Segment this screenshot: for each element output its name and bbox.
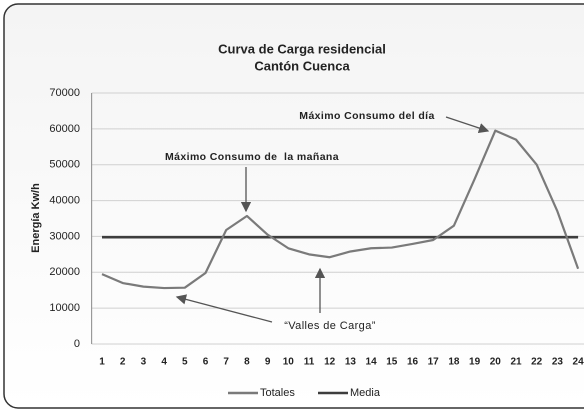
x-tick-label: 18 (448, 357, 460, 368)
chart-title: Cantón Cuenca (254, 58, 350, 73)
annotation: Máximo Consumo del día (299, 110, 434, 122)
x-tick-label: 1 (99, 357, 105, 368)
y-tick-label: 20000 (49, 266, 80, 278)
x-tick-label: 16 (407, 357, 419, 368)
x-tick-label: 24 (573, 357, 584, 368)
x-tick-label: 21 (510, 357, 522, 368)
y-tick-label: 10000 (49, 302, 80, 314)
x-tick-label: 7 (223, 357, 229, 368)
annotation: Máximo Consumo de la mañana (165, 151, 339, 163)
y-tick-label: 70000 (49, 87, 80, 99)
y-tick-label: 0 (74, 338, 80, 350)
legend-label: Totales (260, 387, 295, 399)
y-tick-label: 50000 (49, 159, 80, 171)
x-tick-label: 6 (203, 357, 209, 368)
y-tick-label: 40000 (49, 194, 80, 206)
x-tick-label: 10 (283, 357, 295, 368)
legend-label: Media (350, 387, 381, 399)
y-axis-label: Energía Kw/h (30, 183, 42, 253)
x-tick-label: 13 (345, 357, 357, 368)
y-tick-label: 60000 (49, 123, 80, 135)
x-tick-label: 19 (469, 357, 481, 368)
chart-title: Curva de Carga residencial (218, 41, 386, 56)
x-tick-label: 4 (161, 357, 167, 368)
frame (3, 3, 584, 409)
x-tick-label: 8 (244, 357, 250, 368)
x-tick-label: 3 (141, 357, 147, 368)
arrow (445, 116, 490, 134)
x-tick-label: 12 (324, 357, 336, 368)
y-tick-label: 30000 (49, 230, 80, 242)
x-tick-label: 9 (265, 357, 271, 368)
x-tick-label: 2 (120, 357, 126, 368)
x-tick-label: 14 (366, 357, 378, 368)
x-tick-label: 22 (531, 357, 543, 368)
x-tick-label: 11 (304, 357, 315, 368)
x-tick-label: 23 (552, 357, 564, 368)
arrow (175, 294, 273, 323)
x-tick-label: 15 (386, 357, 398, 368)
line-series (101, 129, 580, 290)
x-tick-label: 20 (490, 357, 502, 368)
annotation: “Valles de Carga” (284, 320, 376, 332)
x-tick-label: 5 (182, 357, 188, 368)
x-tick-label: 17 (428, 357, 440, 368)
